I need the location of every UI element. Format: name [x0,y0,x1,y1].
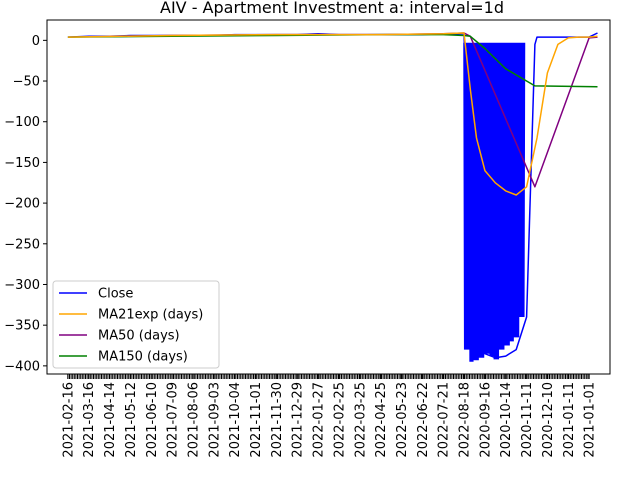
legend-label: MA50 (days) [98,329,180,344]
x-tick-label: 2021-11-30 [270,382,285,458]
legend-box [52,280,220,369]
x-tick-label: 2021-06-10 [145,382,160,458]
y-tick-label: −300 [4,278,40,293]
x-tick-label: 2020-11-11 [520,382,535,458]
x-tick-label: 2021-08-06 [187,382,202,458]
x-tick-label: 2022-04-25 [374,382,389,458]
x-tick-label: 2021-01-01 [583,382,598,458]
legend-label: MA150 (days) [98,350,188,365]
y-tick-label: −200 [4,197,40,212]
series-line-ma21exp-days [67,32,598,196]
x-tick-label: 2021-10-04 [228,382,243,458]
series-close-band [463,42,526,362]
chart-title: AIV - Apartment Investment a: interval=1… [160,0,504,17]
x-tick-label: 2021-12-29 [291,382,306,458]
x-tick-label: 2022-01-27 [312,382,327,458]
x-tick-label: 2021-02-16 [61,382,76,458]
y-axis: 0 −50 −100 −150 −200 −250 −300 −350 −400 [4,34,47,374]
x-axis: 2021-02-16 2021-03-16 2021-04-14 2021-05-12… [61,374,598,458]
y-tick-label: −350 [4,319,40,334]
x-tick-label: 2022-02-25 [332,382,347,458]
y-tick-label: −100 [4,115,40,130]
x-tick-label: 2022-03-25 [353,382,368,458]
x-tick-label: 2022-08-18 [458,382,473,458]
x-dense-ticks [67,374,589,379]
y-tick-label: −50 [13,75,40,90]
y-tick-label: 0 [32,34,40,49]
legend-label: MA21exp (days) [98,308,203,323]
x-tick-label: 2021-01-11 [562,382,577,458]
legend-label: Close [98,287,133,302]
x-tick-label: 2021-07-09 [166,382,181,458]
y-tick-label: −400 [4,359,40,374]
x-tick-label: 2021-11-01 [249,382,264,458]
legend: Close MA21exp (days) MA50 (days) MA150 (day… [52,280,220,369]
x-tick-label: 2020-10-14 [499,382,514,458]
x-tick-label: 2020-09-16 [478,382,493,458]
x-tick-label: 2022-06-22 [416,382,431,458]
y-tick-label: −150 [4,156,40,171]
series-group [67,32,598,362]
x-tick-label: 2021-04-14 [103,382,118,458]
x-tick-label: 2022-07-21 [437,382,452,458]
x-tick-label: 2021-05-12 [124,382,139,458]
x-tick-label: 2021-03-16 [82,382,97,458]
x-tick-label: 2022-05-23 [395,382,410,458]
x-tick-label: 2020-12-10 [541,382,556,458]
y-tick-label: −250 [4,237,40,252]
x-tick-label: 2021-09-03 [207,382,222,458]
